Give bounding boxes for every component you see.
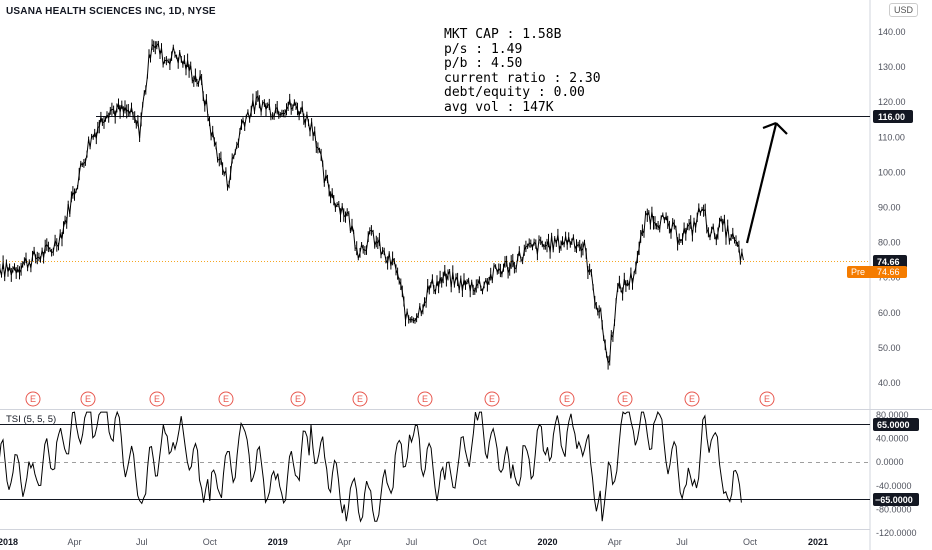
last-price-badge: 74.66 (873, 255, 907, 268)
tsi-pane[interactable] (0, 410, 870, 523)
time-axis[interactable]: 2018 Apr Jul Oct 2019 Apr Jul Oct 2020 Apr Jul Oct 2… (0, 537, 828, 547)
price-tick-label: 50.00 (878, 343, 901, 353)
tsi-upper-badge: 65.0000 (873, 418, 919, 431)
tsi-tick-label: -80.0000 (876, 504, 912, 514)
time-tick-label: 2018 (0, 537, 18, 547)
price-axis[interactable]: 140.00 130.00 120.00 110.00 100.00 90.00 80.00… (878, 27, 906, 388)
stat-market-cap: MKT CAP : 1.58B (444, 27, 562, 42)
earnings-marker-letter: E (689, 394, 695, 404)
pre-value: 74.66 (877, 267, 900, 277)
tsi-tick-label: 0.0000 (876, 457, 904, 467)
price-tick-label: 120.00 (878, 97, 906, 107)
tsi-tick-label: -120.0000 (876, 528, 917, 538)
price-tick-label: 90.00 (878, 203, 901, 213)
tsi-tick-label: 40.0000 (876, 434, 909, 444)
time-tick-label: 2019 (268, 537, 288, 547)
price-series-line (0, 42, 744, 365)
resistance-badge: 116.00 (873, 110, 913, 123)
earnings-marker-letter: E (154, 394, 160, 404)
price-tick-label: 140.00 (878, 27, 906, 37)
tsi-tick-label: -40.0000 (876, 481, 912, 491)
tsi-indicator-label[interactable]: TSI (5, 5, 5) (6, 414, 57, 425)
earnings-marker-letter: E (764, 394, 770, 404)
earnings-marker[interactable]: E (484, 391, 500, 407)
arrow-drawing[interactable] (745, 121, 788, 244)
time-tick-label: Apr (67, 537, 81, 547)
currency-button[interactable]: USD (889, 3, 919, 17)
last-price-badge-text: 74.66 (877, 257, 900, 267)
time-tick-label: Apr (337, 537, 351, 547)
time-tick-label: 2020 (537, 537, 557, 547)
tsi-upper-badge-text: 65.0000 (877, 420, 910, 430)
earnings-marker-letter: E (564, 394, 570, 404)
earnings-marker[interactable]: E (25, 391, 41, 407)
price-tick-label: 100.00 (878, 167, 906, 177)
stat-price-to-sales: p/s : 1.49 (444, 41, 523, 57)
time-tick-label: Oct (472, 537, 487, 547)
tsi-axis[interactable]: 80.0000 40.0000 0.0000 -40.0000 -80.0000 -120… (876, 410, 917, 538)
time-tick-label: Jul (136, 537, 148, 547)
earnings-marker[interactable]: E (617, 391, 633, 407)
time-tick-label: Apr (608, 537, 622, 547)
earnings-marker[interactable]: E (218, 391, 234, 407)
tsi-lower-badge-text: −65.0000 (875, 495, 913, 505)
stats-annotation[interactable]: MKT CAP : 1.58B p/s : 1.49 p/b : 4.50 cu… (444, 27, 601, 115)
earnings-marker[interactable]: E (417, 391, 433, 407)
earnings-marker-letter: E (85, 394, 91, 404)
stat-debt-equity: debt/equity : 0.00 (444, 85, 585, 100)
time-tick-label: 2021 (808, 537, 828, 547)
tsi-series-line (0, 410, 742, 523)
earnings-marker[interactable]: E (759, 391, 775, 407)
earnings-marker-letter: E (295, 394, 301, 404)
resistance-badge-text: 116.00 (878, 112, 905, 122)
time-tick-label: Jul (676, 537, 688, 547)
earnings-marker[interactable]: E (290, 391, 306, 407)
tsi-lower-badge: −65.0000 (873, 493, 919, 506)
earnings-marker[interactable]: E (684, 391, 700, 407)
price-tick-label: 60.00 (878, 308, 901, 318)
earnings-marker[interactable]: E (80, 391, 96, 407)
price-tick-marks (0, 39, 743, 370)
pre-label: Pre (851, 267, 865, 277)
earnings-marker[interactable]: E (559, 391, 575, 407)
price-tick-label: 40.00 (878, 378, 901, 388)
earnings-marker[interactable]: E (149, 391, 165, 407)
tsi-tick-label: 80.0000 (876, 410, 909, 420)
time-tick-label: Jul (406, 537, 418, 547)
earnings-marker-letter: E (30, 394, 36, 404)
earnings-marker[interactable]: E (352, 391, 368, 407)
stat-avg-volume: avg vol : 147K (444, 99, 554, 115)
earnings-marker-letter: E (489, 394, 495, 404)
stat-price-to-book: p/b : 4.50 (444, 56, 523, 71)
stat-current-ratio: current ratio : 2.30 (444, 70, 601, 86)
earnings-marker-letter: E (357, 394, 363, 404)
earnings-marker-letter: E (223, 394, 229, 404)
price-tick-label: 110.00 (878, 132, 905, 142)
chart-title: USANA HEALTH SCIENCES INC, 1D, NYSE (6, 6, 216, 17)
price-pane[interactable] (0, 39, 870, 370)
price-tick-label: 80.00 (878, 238, 901, 248)
time-tick-label: Oct (203, 537, 218, 547)
earnings-marker-letter: E (422, 394, 428, 404)
time-tick-label: Oct (743, 537, 758, 547)
pre-market-badge: Pre 74.66 (847, 266, 907, 278)
earnings-marker-letter: E (622, 394, 628, 404)
price-tick-label: 130.00 (878, 62, 906, 72)
